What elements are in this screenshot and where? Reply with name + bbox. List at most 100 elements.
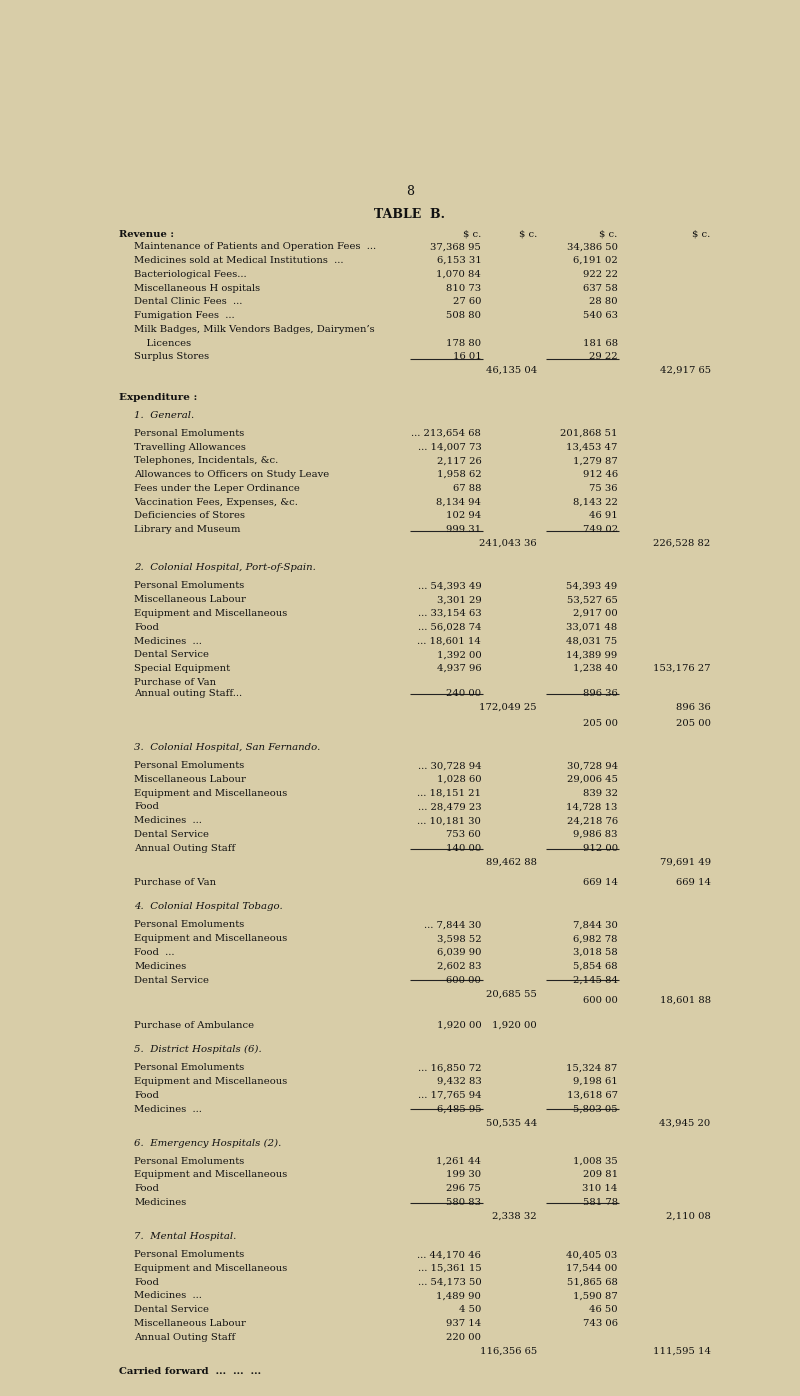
- Text: $ c.: $ c.: [519, 230, 537, 239]
- Text: ... 16,850 72: ... 16,850 72: [418, 1064, 482, 1072]
- Text: 16 01: 16 01: [453, 352, 482, 362]
- Text: 8,134 94: 8,134 94: [436, 497, 482, 507]
- Text: 581 78: 581 78: [582, 1198, 618, 1208]
- Text: 89,462 88: 89,462 88: [486, 857, 537, 867]
- Text: 181 68: 181 68: [582, 339, 618, 348]
- Text: 9,432 83: 9,432 83: [437, 1076, 482, 1086]
- Text: Personal Emoluments: Personal Emoluments: [134, 429, 244, 438]
- Text: Annual outing Staff...: Annual outing Staff...: [134, 688, 242, 698]
- Text: 46 50: 46 50: [589, 1305, 618, 1314]
- Text: 205 00: 205 00: [582, 719, 618, 727]
- Text: ... 33,154 63: ... 33,154 63: [418, 609, 482, 618]
- Text: Personal Emoluments: Personal Emoluments: [134, 1251, 244, 1259]
- Text: 205 00: 205 00: [676, 719, 710, 727]
- Text: Annual Outing Staff: Annual Outing Staff: [134, 843, 235, 853]
- Text: 28 80: 28 80: [589, 297, 618, 306]
- Text: 116,356 65: 116,356 65: [480, 1347, 537, 1356]
- Text: Food: Food: [134, 1277, 159, 1287]
- Text: Medicines  ...: Medicines ...: [134, 1291, 202, 1301]
- Text: 5,854 68: 5,854 68: [573, 962, 618, 970]
- Text: 9,198 61: 9,198 61: [573, 1076, 618, 1086]
- Text: 6,485 95: 6,485 95: [437, 1104, 482, 1114]
- Text: 4.  Colonial Hospital Tobago.: 4. Colonial Hospital Tobago.: [134, 902, 283, 912]
- Text: 9,986 83: 9,986 83: [573, 831, 618, 839]
- Text: Personal Emoluments: Personal Emoluments: [134, 1157, 244, 1166]
- Text: Medicines: Medicines: [134, 962, 186, 970]
- Text: Equipment and Miscellaneous: Equipment and Miscellaneous: [134, 609, 287, 618]
- Text: 1,238 40: 1,238 40: [573, 664, 618, 673]
- Text: Food: Food: [134, 803, 159, 811]
- Text: 580 83: 580 83: [446, 1198, 482, 1208]
- Text: Travelling Allowances: Travelling Allowances: [134, 443, 246, 452]
- Text: 937 14: 937 14: [446, 1319, 482, 1328]
- Text: 24,218 76: 24,218 76: [566, 817, 618, 825]
- Text: ... 18,151 21: ... 18,151 21: [418, 789, 482, 797]
- Text: Medicines: Medicines: [134, 1198, 186, 1208]
- Text: Expenditure :: Expenditure :: [118, 392, 197, 402]
- Text: Telephones, Incidentals, &c.: Telephones, Incidentals, &c.: [134, 456, 278, 465]
- Text: Food: Food: [134, 623, 159, 632]
- Text: 18,601 88: 18,601 88: [659, 997, 710, 1005]
- Text: ... 54,393 49: ... 54,393 49: [418, 582, 482, 591]
- Text: 27 60: 27 60: [453, 297, 482, 306]
- Text: 922 22: 922 22: [582, 269, 618, 279]
- Text: Medicines  ...: Medicines ...: [134, 817, 202, 825]
- Text: 13,453 47: 13,453 47: [566, 443, 618, 452]
- Text: Food  ...: Food ...: [134, 948, 174, 958]
- Text: Dental Service: Dental Service: [134, 976, 209, 984]
- Text: 42,917 65: 42,917 65: [659, 366, 710, 376]
- Text: 6,982 78: 6,982 78: [573, 934, 618, 944]
- Text: 1,008 35: 1,008 35: [573, 1157, 618, 1166]
- Text: 296 75: 296 75: [446, 1184, 482, 1194]
- Text: 201,868 51: 201,868 51: [560, 429, 618, 438]
- Text: 46 91: 46 91: [589, 511, 618, 521]
- Text: Special Equipment: Special Equipment: [134, 664, 230, 673]
- Text: 75 36: 75 36: [589, 484, 618, 493]
- Text: 6.  Emergency Hospitals (2).: 6. Emergency Hospitals (2).: [134, 1139, 282, 1148]
- Text: 896 36: 896 36: [583, 688, 618, 698]
- Text: 2,145 84: 2,145 84: [573, 976, 618, 984]
- Text: Miscellaneous Labour: Miscellaneous Labour: [134, 775, 246, 785]
- Text: 2,338 32: 2,338 32: [493, 1212, 537, 1220]
- Text: ... 28,479 23: ... 28,479 23: [418, 803, 482, 811]
- Text: 600 00: 600 00: [446, 976, 482, 984]
- Text: 310 14: 310 14: [582, 1184, 618, 1194]
- Text: 40,405 03: 40,405 03: [566, 1251, 618, 1259]
- Text: Dental Service: Dental Service: [134, 1305, 209, 1314]
- Text: Licences: Licences: [134, 339, 191, 348]
- Text: Miscellaneous H ospitals: Miscellaneous H ospitals: [134, 283, 260, 293]
- Text: 14,389 99: 14,389 99: [566, 651, 618, 659]
- Text: 1,279 87: 1,279 87: [573, 456, 618, 465]
- Text: 912 46: 912 46: [582, 470, 618, 479]
- Text: Purchase of Van: Purchase of Van: [134, 878, 216, 886]
- Text: 4 50: 4 50: [459, 1305, 482, 1314]
- Text: Carried forward  ...  ...  ...: Carried forward ... ... ...: [118, 1367, 261, 1376]
- Text: Personal Emoluments: Personal Emoluments: [134, 761, 244, 771]
- Text: 29,006 45: 29,006 45: [566, 775, 618, 785]
- Text: 30,728 94: 30,728 94: [566, 761, 618, 771]
- Text: ... 18,601 14: ... 18,601 14: [418, 637, 482, 645]
- Text: 3,301 29: 3,301 29: [437, 595, 482, 604]
- Text: 46,135 04: 46,135 04: [486, 366, 537, 376]
- Text: 1,920 00: 1,920 00: [437, 1020, 482, 1030]
- Text: 14,728 13: 14,728 13: [566, 803, 618, 811]
- Text: 240 00: 240 00: [446, 688, 482, 698]
- Text: 1,590 87: 1,590 87: [573, 1291, 618, 1301]
- Text: Milk Badges, Milk Vendors Badges, Dairymen’s: Milk Badges, Milk Vendors Badges, Dairym…: [134, 325, 374, 334]
- Text: Food: Food: [134, 1090, 159, 1100]
- Text: 3.  Colonial Hospital, San Fernando.: 3. Colonial Hospital, San Fernando.: [134, 743, 321, 752]
- Text: Food: Food: [134, 1184, 159, 1194]
- Text: ... 56,028 74: ... 56,028 74: [418, 623, 482, 632]
- Text: 7,844 30: 7,844 30: [573, 920, 618, 930]
- Text: 1,028 60: 1,028 60: [437, 775, 482, 785]
- Text: 50,535 44: 50,535 44: [486, 1118, 537, 1127]
- Text: 34,386 50: 34,386 50: [566, 243, 618, 251]
- Text: 53,527 65: 53,527 65: [567, 595, 618, 604]
- Text: 669 14: 669 14: [582, 878, 618, 886]
- Text: 2,917 00: 2,917 00: [573, 609, 618, 618]
- Text: 1,489 90: 1,489 90: [437, 1291, 482, 1301]
- Text: 912 00: 912 00: [582, 843, 618, 853]
- Text: 102 94: 102 94: [446, 511, 482, 521]
- Text: 37,368 95: 37,368 95: [430, 243, 482, 251]
- Text: 6,153 31: 6,153 31: [437, 255, 482, 265]
